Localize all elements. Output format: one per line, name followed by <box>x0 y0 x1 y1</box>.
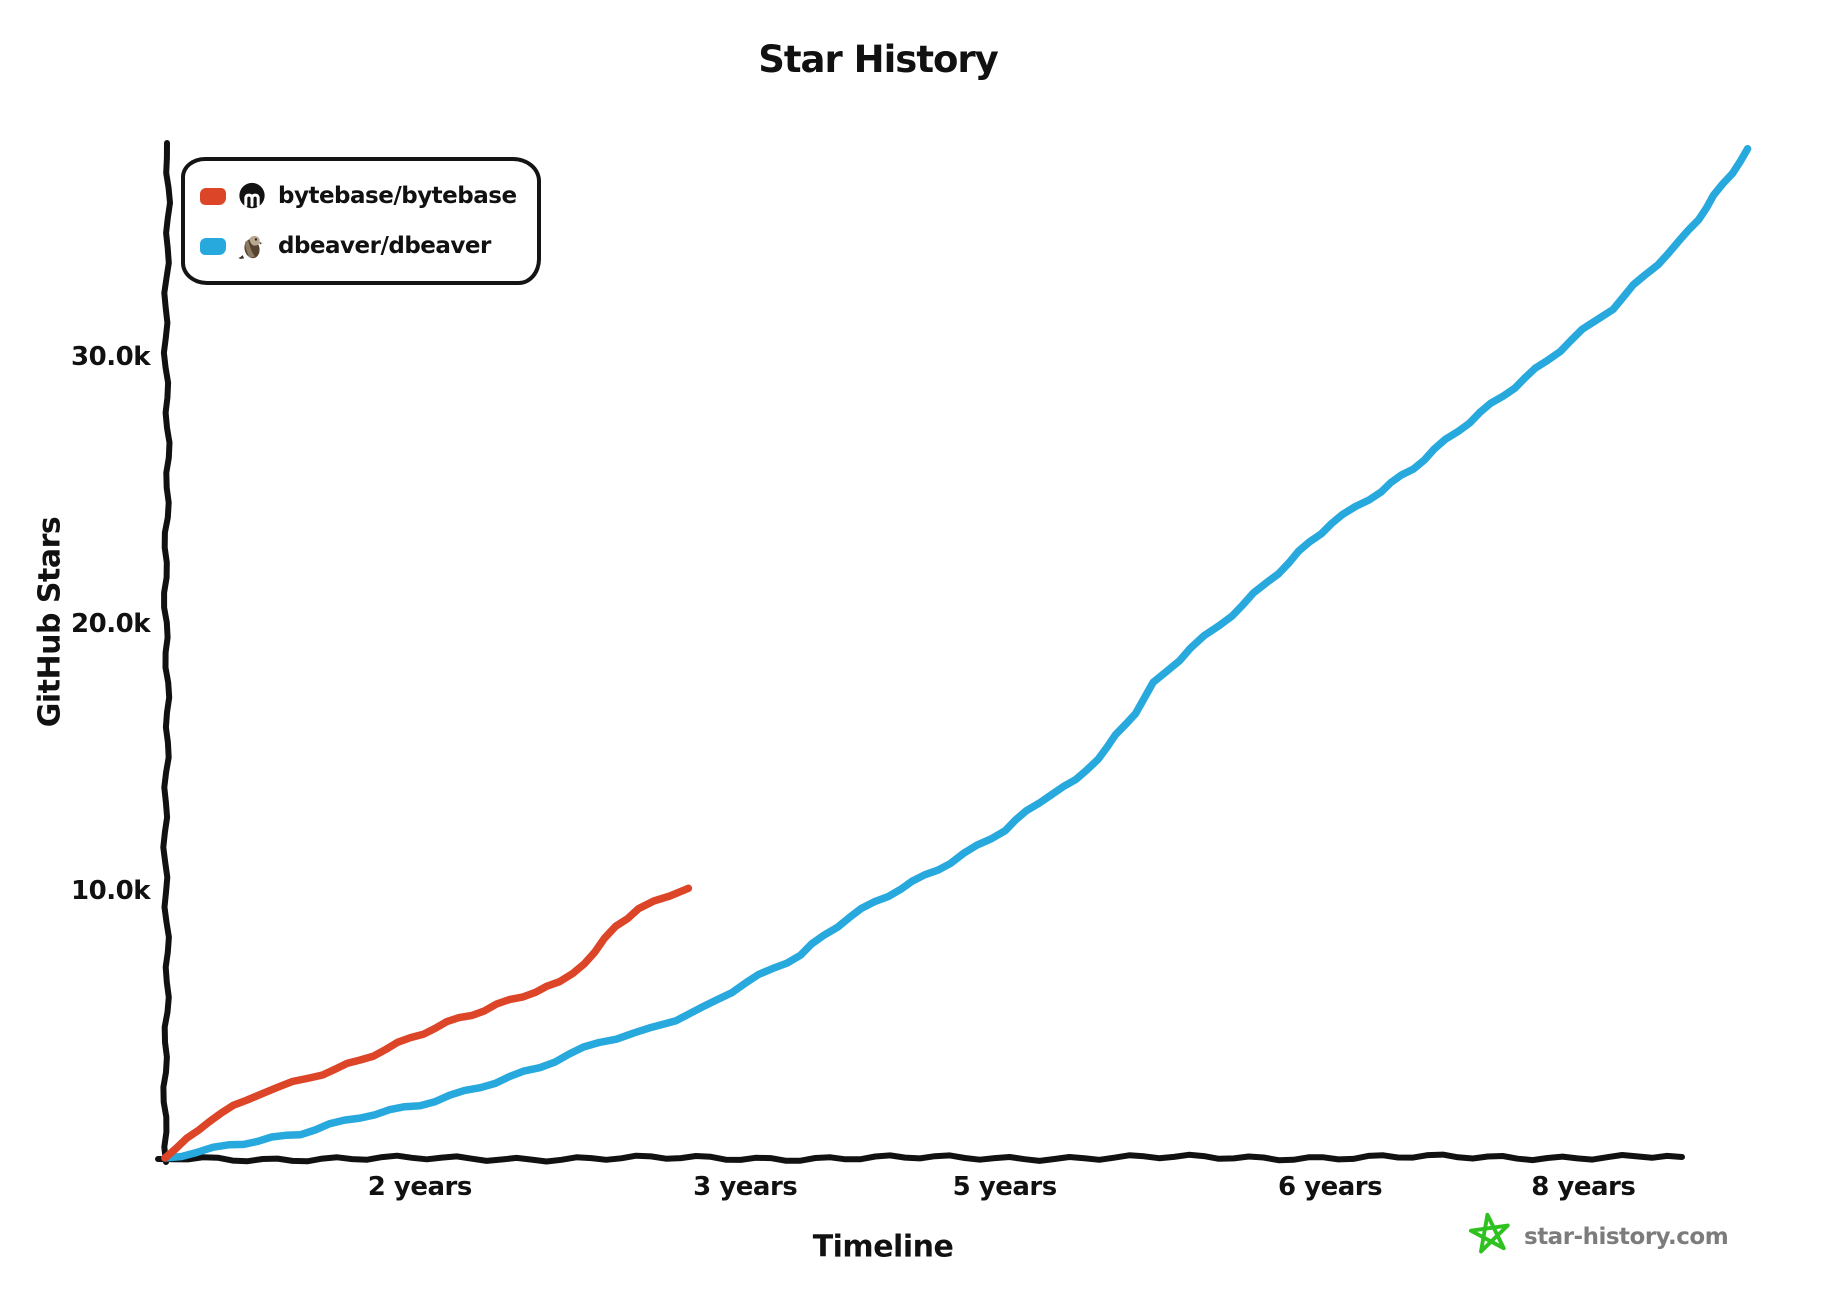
x-axis-title: Timeline <box>812 1229 954 1265</box>
x-axis-line <box>155 1151 1685 1165</box>
legend-label-dbeaver: dbeaver/dbeaver <box>278 233 491 259</box>
y-axis-line <box>160 140 173 1165</box>
x-tick-label: 2 years <box>367 1172 473 1202</box>
chart-title: Star History <box>758 38 999 81</box>
star-icon <box>1467 1210 1513 1256</box>
y-tick-label: 10.0k <box>71 875 150 906</box>
x-tick-label: 5 years <box>952 1172 1058 1202</box>
beaver-icon <box>237 231 267 261</box>
y-axis-title: GitHub Stars <box>32 516 68 728</box>
legend: bytebase/bytebase dbeaver/dbeaver <box>181 157 541 285</box>
x-tick-label: 6 years <box>1278 1172 1383 1202</box>
legend-item-bytebase: bytebase/bytebase <box>200 171 517 221</box>
legend-item-dbeaver: dbeaver/dbeaver <box>200 221 517 271</box>
legend-label-bytebase: bytebase/bytebase <box>278 183 517 209</box>
legend-swatch-dbeaver <box>200 237 226 255</box>
series-line-bytebase <box>161 884 693 1162</box>
bytebase-logo-icon <box>237 181 267 211</box>
watermark-text: star-history.com <box>1524 1224 1729 1250</box>
legend-swatch-bytebase <box>200 187 226 205</box>
x-tick-label: 3 years <box>693 1172 798 1202</box>
x-tick-label: 8 years <box>1531 1172 1636 1202</box>
y-tick-label: 30.0k <box>71 341 150 372</box>
series-line-dbeaver <box>161 144 1752 1162</box>
y-tick-label: 20.0k <box>71 608 150 639</box>
